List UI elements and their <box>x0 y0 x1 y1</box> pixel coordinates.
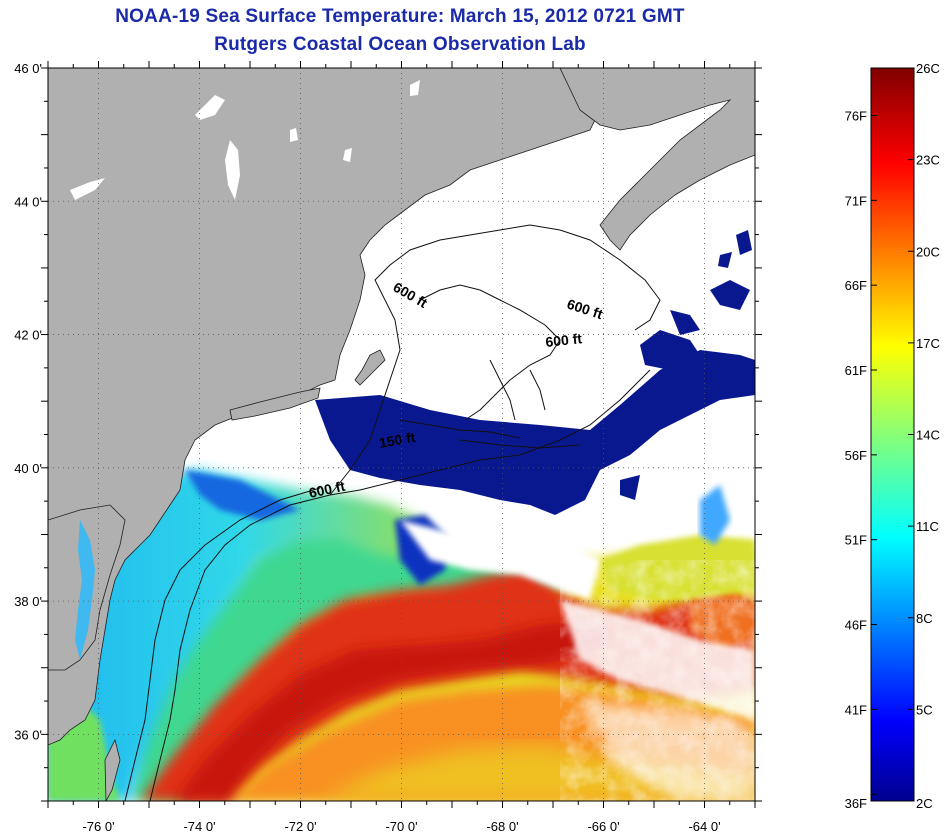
lon-label: -64 0' <box>688 819 720 834</box>
colorbar-label-c: 14C <box>916 428 940 443</box>
colorbar-label-f: 41F <box>845 702 867 717</box>
colorbar-label-c: 17C <box>916 336 940 351</box>
colorbar-label-c: 23C <box>916 153 940 168</box>
graticule <box>48 68 755 801</box>
lon-label: -72 0' <box>284 819 316 834</box>
colorbar-label-f: 61F <box>845 363 867 378</box>
colorbar-label-f: 76F <box>845 109 867 124</box>
lat-label: 42 0' <box>14 328 42 343</box>
colorbar-label-f: 46F <box>845 618 867 633</box>
inland-lakes <box>70 80 420 200</box>
colorbar-celsius-labels: 26C 23C 20C 17C 14C 11C 8C 5C 2C <box>908 61 940 811</box>
map-subtitle: Rutgers Coastal Ocean Observation Lab <box>214 34 586 55</box>
map-ticks <box>41 61 762 808</box>
latitude-labels: 46 0' 44 0' 42 0' 40 0' 38 0' 36 0' <box>14 61 42 742</box>
colorbar-fahrenheit-labels: 76F 71F 66F 61F 56F 51F 46F 41F 36F <box>845 109 877 811</box>
lon-label: -74 0' <box>183 819 215 834</box>
colorbar-label-f: 71F <box>845 193 867 208</box>
lon-label: -76 0' <box>82 819 114 834</box>
colorbar-label-f: 51F <box>845 533 867 548</box>
lat-label: 40 0' <box>14 461 42 476</box>
bathymetry-contours <box>124 224 661 801</box>
colorbar-label-c: 8C <box>916 611 933 626</box>
longitude-labels: -76 0' -74 0' -72 0' -70 0' -68 0' -66 0' -64 … <box>82 819 720 834</box>
colorbar-label-c: 26C <box>916 61 940 76</box>
colorbar-gradient <box>870 67 915 802</box>
colorbar-label-c: 11C <box>916 519 939 534</box>
colorbar-label-c: 5C <box>916 702 933 717</box>
colorbar-label-f: 36F <box>845 796 867 811</box>
lat-label: 44 0' <box>14 194 42 209</box>
colorbar-label-c: 2C <box>916 796 933 811</box>
lon-label: -66 0' <box>587 819 619 834</box>
lat-label: 38 0' <box>14 594 42 609</box>
contour-label-3: 600 ft <box>545 330 583 350</box>
lat-label: 36 0' <box>14 727 42 742</box>
lon-label: -70 0' <box>385 819 417 834</box>
chesapeake-bay <box>75 520 95 660</box>
lon-label: -68 0' <box>486 819 518 834</box>
contour-label-5: 600 ft <box>307 478 346 501</box>
cloud-cover <box>400 520 755 801</box>
colorbar-label-f: 56F <box>845 448 867 463</box>
map-title: NOAA-19 Sea Surface Temperature: March 1… <box>115 6 685 27</box>
contour-label-4: 150 ft <box>378 429 417 451</box>
colorbar-label-c: 20C <box>916 244 940 259</box>
colorbar-label-f: 66F <box>845 278 867 293</box>
lat-label: 46 0' <box>14 61 42 76</box>
